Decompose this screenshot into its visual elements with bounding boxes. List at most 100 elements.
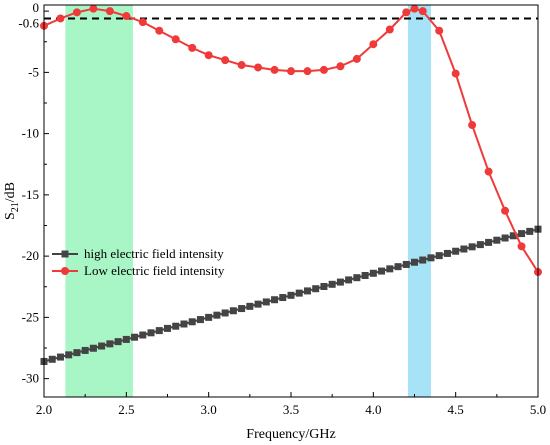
y-axis-ticks: 0-0.6 -5 -10 -15 -20 -25 -30 [18,0,49,386]
series-1-point [238,305,246,313]
y-tick-label: -5 [28,64,39,79]
series-2-point [418,7,427,16]
series-1-point [89,344,97,352]
x-tick-label: 3.5 [283,402,299,417]
series-1-point [147,329,155,337]
series-1-point [106,340,114,348]
series-1-point [493,236,501,244]
series-1-point [353,274,361,282]
series-2-point [72,8,81,17]
y-tick-label: -25 [22,309,39,324]
x-tick-label: 2.5 [118,402,134,417]
legend: high electric field intensity Low electri… [52,246,225,278]
series-1-point [501,234,509,242]
series-layer [40,4,542,365]
highlight-bands [65,5,431,397]
y-tick-label: -30 [22,371,39,386]
highlight-band-2 [407,5,431,397]
series-2-point [270,65,279,74]
series-2-point [303,67,312,76]
series-1-point [196,316,204,324]
series-1-point [378,267,386,275]
legend-label-2: Low electric field intensity [84,263,225,278]
series-1-point [476,241,484,249]
series-2-point [237,61,246,70]
series-1-point [73,349,81,357]
series-1-point [98,342,106,350]
series-1-point [435,252,443,260]
series-1-point [164,324,171,332]
series-1-point [427,254,435,262]
series-1-point [271,296,279,304]
series-1-point [81,346,89,354]
series-1-point [460,245,468,253]
series-1-point [180,320,188,328]
series-1-point [518,230,526,238]
series-2-point [352,54,361,63]
series-1-point [394,263,402,271]
series-2-point [484,167,493,176]
series-1-point [443,249,451,257]
series-2-point [336,62,345,71]
series-1-point [509,232,517,240]
series-1-point [485,238,493,246]
series-2-point [105,7,114,16]
y-axis-title: S21/dB [3,182,21,220]
series-2-point [402,8,411,17]
series-1-point [229,307,237,315]
series-1-point [361,271,369,279]
series-2-point [369,40,378,49]
series-1-point [254,300,262,308]
series-2-point [410,4,419,13]
series-2-point [122,12,131,21]
series-1-point [303,287,311,295]
series-2-point [501,206,510,215]
series-1-point [345,276,353,284]
x-axis-ticks: 2.0 2.5 3.0 3.5 4.0 4.5 5.0 [36,392,546,417]
x-tick-label: 4.0 [365,402,381,417]
legend-marker-1 [61,250,69,258]
x-tick-label: 4.5 [448,402,464,417]
y-tick-label: -15 [22,187,39,202]
series-2-point [254,63,263,72]
series-2-point [319,65,328,74]
series-1-point [336,278,344,286]
series-1-point [320,283,328,291]
series-1-point [402,260,410,268]
series-2-point [89,4,98,13]
series-1-point [139,331,147,339]
y-tick-label: 0 [33,0,40,15]
series-2-point [385,25,394,34]
series-1-point [65,351,73,359]
series-1-point [262,298,270,306]
y-tick-label: -10 [22,126,39,141]
series-1-point [287,291,295,299]
series-1-point [369,269,377,277]
series-2-point [188,43,197,52]
series-1-point [246,302,254,310]
x-tick-label: 5.0 [530,402,546,417]
series-1-point [213,311,221,319]
x-tick-label: 2.0 [36,402,52,417]
series-2-point [287,67,295,76]
series-1-point [419,256,427,264]
series-1-point [172,322,180,330]
legend-label-1: high electric field intensity [84,246,224,261]
series-2-point [138,18,147,27]
series-2-point [171,35,180,44]
series-1-point [122,335,130,343]
series-1-point [131,333,139,341]
series-2-point [468,121,477,130]
series-1-point [328,280,336,288]
series-1-point [114,338,122,346]
series-2-point [155,26,164,35]
series-1-point [221,309,229,317]
series-1-point [56,353,64,361]
y-tick-label: -20 [22,248,39,263]
series-1-point [386,265,394,273]
series-1-point [205,313,213,321]
legend-marker-2 [61,267,69,275]
series-1-point [155,327,163,335]
y-axis-title-subscript: 21 [10,202,21,212]
